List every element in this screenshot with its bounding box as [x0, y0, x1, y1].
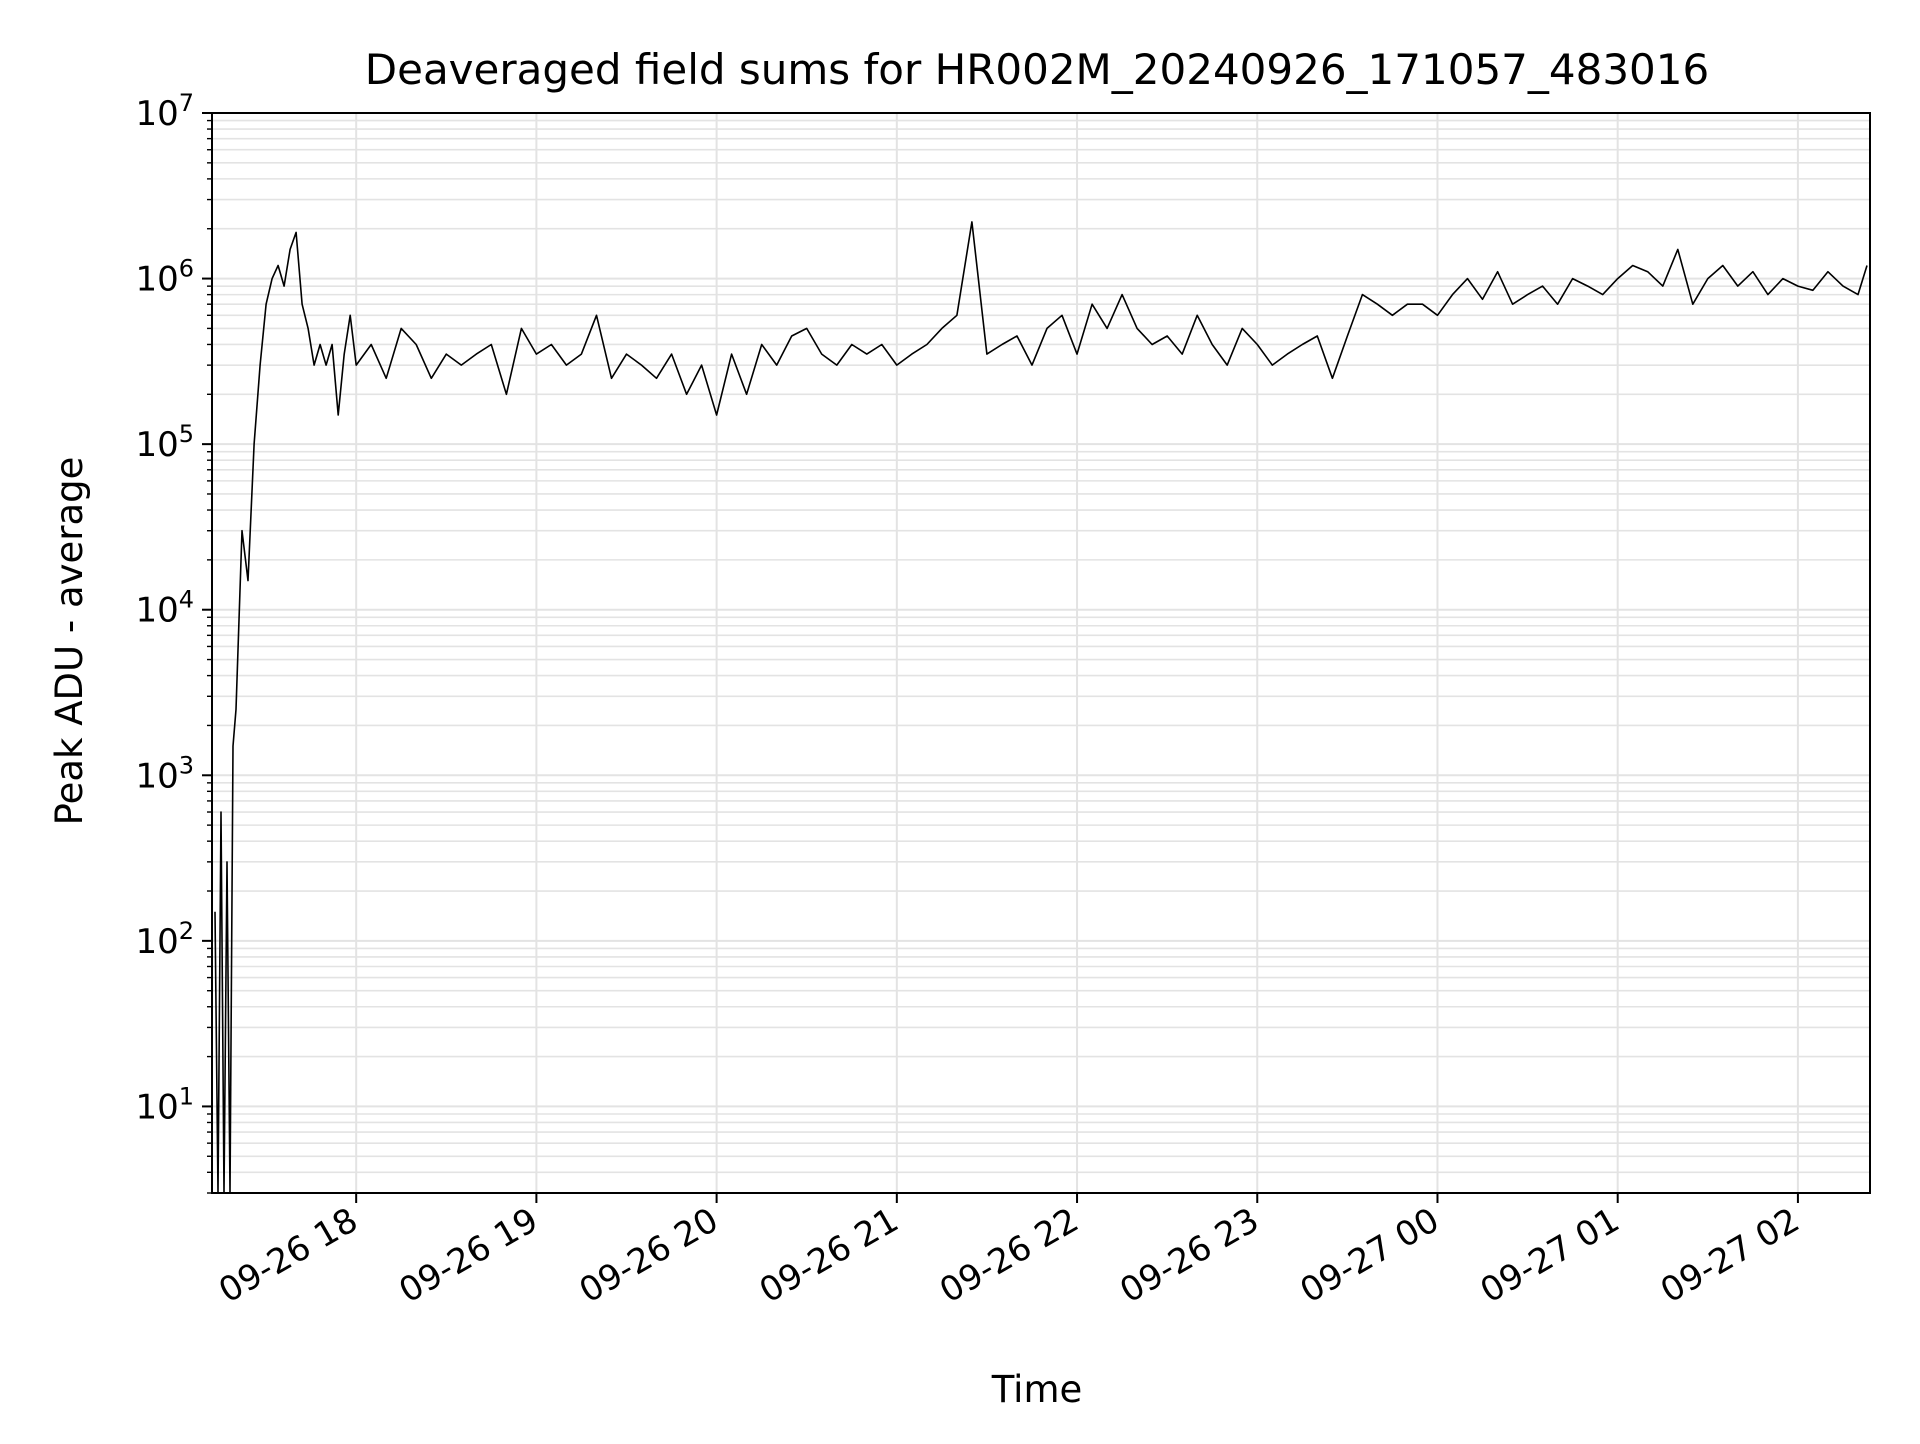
y-tick-base: 10 [135, 756, 178, 796]
grid-lines [212, 112, 1870, 1194]
y-tick-label: 106 [135, 255, 194, 300]
series-layer [214, 221, 1868, 1194]
series-line [214, 221, 1868, 1194]
chart-title: Deaveraged field sums for HR002M_2024092… [365, 45, 1709, 94]
y-tick-base: 10 [135, 260, 178, 300]
y-tick-base: 10 [135, 1087, 178, 1127]
y-tick-exponent: 2 [179, 917, 194, 945]
y-tick-label: 102 [135, 917, 194, 962]
y-tick-label: 101 [135, 1082, 194, 1127]
y-tick-label: 104 [135, 586, 194, 631]
y-axis-label: Peak ADU - average [48, 457, 91, 826]
y-tick-label: 105 [135, 420, 194, 465]
y-tick-label: 107 [135, 89, 194, 134]
y-tick-base: 10 [135, 922, 178, 962]
y-tick-exponent: 3 [179, 751, 194, 779]
y-tick-exponent: 7 [179, 89, 194, 117]
x-axis-label: Time [991, 1368, 1083, 1411]
y-tick-exponent: 5 [179, 420, 194, 448]
y-tick-exponent: 1 [179, 1082, 194, 1110]
y-tick-base: 10 [135, 591, 178, 631]
y-tick-base: 10 [135, 94, 178, 134]
plot-frame [211, 112, 1871, 1194]
y-tick-exponent: 6 [179, 255, 194, 283]
y-tick-exponent: 4 [179, 586, 194, 614]
y-tick-label: 103 [135, 751, 194, 796]
y-tick-base: 10 [135, 425, 178, 465]
